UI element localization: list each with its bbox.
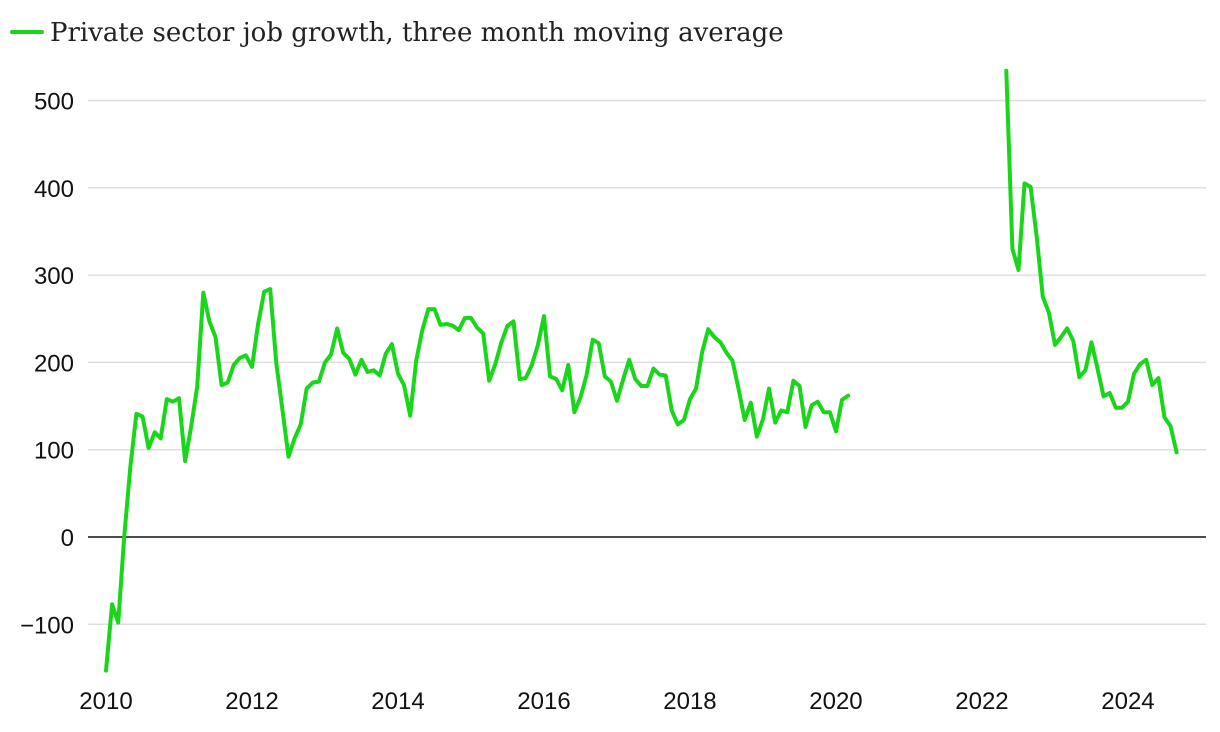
series-private-sector-job-growth xyxy=(104,68,1179,673)
y-tick-label: −100 xyxy=(20,612,74,639)
x-tick-label: 2024 xyxy=(1101,688,1154,715)
gridlines xyxy=(88,99,1206,626)
y-tick-label: 100 xyxy=(34,438,74,465)
y-tick-label: 200 xyxy=(34,350,74,377)
x-tick-label: 2022 xyxy=(955,688,1008,715)
x-tick-label: 2012 xyxy=(225,688,278,715)
legend: Private sector job growth, three month m… xyxy=(10,18,784,48)
y-tick-label: 400 xyxy=(34,176,74,203)
x-tick-label: 2018 xyxy=(663,688,716,715)
x-axis-tick-labels: 2010 2012 2014 2016 2018 2020 2022 2024 xyxy=(79,688,1154,715)
x-tick-label: 2010 xyxy=(79,688,132,715)
y-axis-tick-labels: −100 0 100 200 300 400 500 xyxy=(20,89,74,640)
series-line xyxy=(1004,68,1179,455)
x-tick-label: 2014 xyxy=(371,688,424,715)
x-tick-label: 2020 xyxy=(809,688,862,715)
legend-label: Private sector job growth, three month m… xyxy=(50,18,784,48)
y-tick-label: 0 xyxy=(61,525,74,552)
y-tick-label: 300 xyxy=(34,263,74,290)
series-line xyxy=(104,287,851,673)
x-tick-label: 2016 xyxy=(517,688,570,715)
y-tick-label: 500 xyxy=(34,89,74,116)
